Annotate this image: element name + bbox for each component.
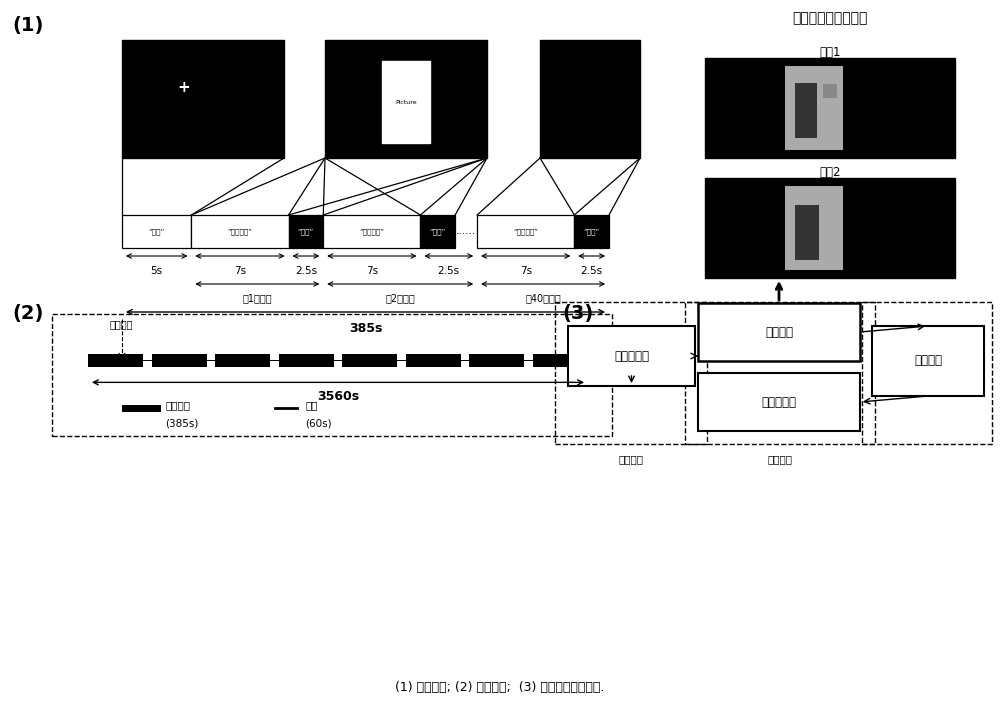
- Text: 7s: 7s: [234, 266, 246, 276]
- Text: “运动想象”: “运动想象”: [359, 228, 384, 235]
- Bar: [477, 215, 574, 248]
- Text: 被试人员: 被试人员: [914, 354, 942, 367]
- Bar: [698, 303, 860, 361]
- Text: 信号放大器: 信号放大器: [762, 395, 797, 409]
- Bar: [342, 354, 397, 367]
- Bar: [540, 40, 640, 158]
- Bar: [122, 215, 191, 248]
- Bar: [420, 215, 455, 248]
- Text: 第40次试验: 第40次试验: [525, 293, 561, 303]
- Text: 刺激序列: 刺激序列: [765, 326, 793, 339]
- Bar: [533, 354, 588, 367]
- Bar: [698, 373, 860, 431]
- Text: 7s: 7s: [520, 266, 532, 276]
- Bar: [469, 354, 524, 367]
- Text: 2.5s: 2.5s: [438, 266, 460, 276]
- Bar: [270, 354, 279, 367]
- Text: 385s: 385s: [349, 322, 382, 335]
- Bar: [325, 40, 487, 158]
- Bar: [122, 40, 284, 158]
- Text: 图片2: 图片2: [819, 166, 841, 179]
- Bar: [88, 354, 143, 367]
- Text: “休息”: “休息”: [298, 228, 314, 235]
- Text: 2.5s: 2.5s: [295, 266, 317, 276]
- Bar: [568, 326, 695, 386]
- Bar: [152, 354, 207, 367]
- Text: (60s): (60s): [305, 419, 332, 429]
- Bar: [574, 215, 609, 248]
- Text: 第1次试验: 第1次试验: [243, 293, 272, 303]
- Bar: [795, 205, 819, 260]
- Bar: [785, 66, 843, 150]
- Bar: [705, 178, 955, 278]
- Text: 2.5s: 2.5s: [581, 266, 603, 276]
- Text: “准备”: “准备”: [149, 228, 165, 235]
- Bar: [555, 302, 707, 444]
- Bar: [785, 186, 843, 270]
- Text: (385s): (385s): [165, 419, 198, 429]
- Text: “运动想象”: “运动想象”: [513, 228, 538, 235]
- Text: (2): (2): [12, 304, 43, 323]
- Bar: [207, 354, 215, 367]
- Bar: [795, 83, 817, 138]
- Text: 第2次试验: 第2次试验: [385, 293, 415, 303]
- Text: 休息: 休息: [305, 400, 318, 410]
- Text: “休息”: “休息”: [584, 228, 600, 235]
- Bar: [685, 302, 875, 444]
- Text: “运动想象”: “运动想象”: [227, 228, 252, 235]
- Bar: [279, 354, 334, 367]
- Text: +: +: [177, 79, 190, 95]
- Text: 7s: 7s: [366, 266, 378, 276]
- Text: 信号采集端: 信号采集端: [614, 349, 649, 362]
- Text: 3560s: 3560s: [317, 390, 359, 403]
- Bar: [862, 302, 992, 444]
- Text: 图片1: 图片1: [819, 46, 841, 59]
- Bar: [334, 354, 342, 367]
- Bar: [323, 215, 420, 248]
- Bar: [823, 84, 837, 98]
- Text: 测试阶段: 测试阶段: [165, 400, 190, 410]
- Text: 5s: 5s: [151, 266, 163, 276]
- Bar: [872, 326, 984, 396]
- Bar: [52, 314, 612, 436]
- Text: 数据采集: 数据采集: [768, 454, 792, 464]
- Text: “休息”: “休息”: [430, 228, 446, 235]
- Text: (1): (1): [12, 16, 43, 35]
- Text: 数据处理: 数据处理: [618, 454, 644, 464]
- Bar: [191, 215, 289, 248]
- Bar: [215, 354, 270, 367]
- Bar: [461, 354, 469, 367]
- Text: ......: ......: [456, 226, 476, 236]
- Bar: [705, 58, 955, 158]
- Bar: [406, 354, 461, 367]
- Text: (1) 测试阶段; (2) 实验流程;  (3) 实验采集系统组成.: (1) 测试阶段; (2) 实验流程; (3) 实验采集系统组成.: [395, 681, 605, 694]
- Bar: [524, 354, 533, 367]
- Bar: [289, 215, 323, 248]
- Bar: [382, 61, 430, 143]
- Bar: [143, 354, 152, 367]
- Text: Picture: Picture: [395, 100, 417, 105]
- Bar: [397, 354, 406, 367]
- Text: 图片刺激伪随机呈现: 图片刺激伪随机呈现: [792, 11, 868, 25]
- Text: 开始记录: 开始记录: [110, 319, 134, 329]
- Text: (3): (3): [562, 304, 593, 323]
